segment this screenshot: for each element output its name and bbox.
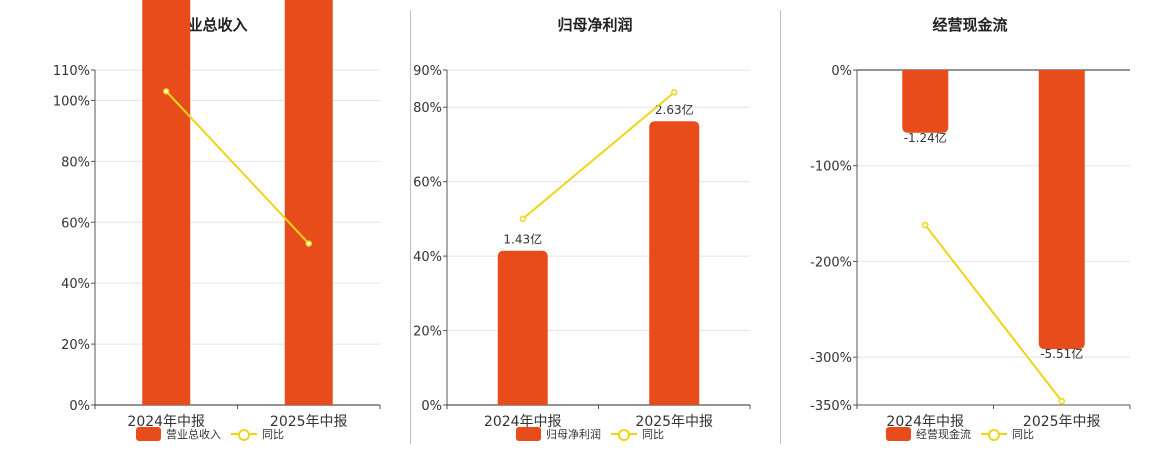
y-tick-label: 80% (61, 155, 90, 170)
legend-item-bar[interactable]: 营业总收入 (136, 426, 221, 442)
chart-revenue: 0%20%40%60%80%100%110%2024年中报2025年中报15.6… (53, 0, 381, 430)
y-tick-label: -100% (810, 160, 852, 175)
y-tick-label: 110% (53, 64, 90, 79)
yoy-point (305, 240, 312, 247)
y-tick-label: -300% (810, 351, 852, 366)
x-tick-label: 2025年中报 (1023, 414, 1101, 430)
legend-item-line[interactable]: 同比 (611, 426, 664, 442)
chart-panel-revenue: 营业总收入 0% 20% 40% 60% 80% 100% 110% 2024年中报 2025年… (0, 0, 410, 450)
y-tick-label: 60% (413, 176, 442, 191)
y-tick-label: 0% (831, 64, 852, 79)
panel-divider (410, 10, 411, 444)
legend-item-bar[interactable]: 经营现金流 (886, 426, 971, 442)
chart-net-profit: 0% 20% 40% 60% 80% 90% 2024年中报 2025年中报 1.43亿 2.63… (413, 64, 751, 430)
y-tick-label: -200% (810, 255, 852, 270)
legend-bar-swatch (516, 427, 541, 441)
legend-item-bar[interactable]: 归母净利润 (516, 426, 601, 442)
yoy-point (671, 89, 678, 96)
legend-line-swatch (981, 427, 1007, 441)
bar-data-label: 1.43亿 (503, 232, 542, 247)
yoy-line (165, 90, 310, 245)
bar (497, 250, 548, 405)
yoy-point (519, 215, 526, 223)
chart-panel-operating-cash-flow: 经营现金流 -350% -300% -200% -100% 0% 2024年中报 2025年… (780, 0, 1160, 450)
y-tick-label: -350% (810, 399, 852, 414)
bar-data-label: -1.24亿 (904, 130, 947, 145)
legend-bar-label: 归母净利润 (546, 428, 601, 441)
chart-operating-cash-flow: -350% -300% -200% -100% 0% 2024年中报 2025年中报 -1.2… (810, 64, 1131, 430)
bar-data-label: 2.63亿 (655, 102, 694, 117)
bar-data-label: -5.51亿 (1040, 346, 1083, 361)
legend-line-label: 同比 (262, 428, 284, 441)
legend-line-label: 同比 (1012, 428, 1034, 441)
legend-item-line[interactable]: 同比 (981, 426, 1034, 442)
legend: 营业总收入 同比 (5, 426, 415, 442)
bar (902, 70, 949, 133)
legend-bar-label: 经营现金流 (916, 428, 971, 441)
y-tick-label: 20% (413, 325, 442, 340)
chart-title: 归母净利润 (557, 16, 633, 34)
y-tick-label: 80% (413, 101, 442, 116)
chart-title: 经营现金流 (932, 16, 1008, 34)
legend-bar-swatch (886, 427, 911, 441)
bar (1038, 70, 1085, 350)
y-tick-label: 60% (61, 216, 90, 231)
bar (284, 0, 333, 405)
legend-bar-swatch (136, 427, 161, 441)
y-tick-label: 40% (61, 277, 90, 292)
legend-line-swatch (611, 427, 637, 441)
y-tick-label: 0% (69, 399, 90, 414)
y-tick-label: 100% (53, 94, 90, 109)
bar (142, 0, 191, 405)
x-tick-label: 2024年中报 (484, 414, 562, 430)
y-tick-label: 20% (61, 338, 90, 353)
yoy-point (163, 88, 170, 95)
yoy-point (1058, 397, 1065, 405)
legend-item-line[interactable]: 同比 (231, 426, 284, 442)
y-tick-label: 90% (413, 64, 442, 79)
yoy-line (522, 91, 675, 220)
x-tick-label: 2024年中报 (886, 414, 964, 430)
x-tick-label: 2024年中报 (127, 414, 205, 430)
x-tick-label: 2025年中报 (635, 414, 713, 430)
y-tick-label: 0% (421, 399, 442, 414)
legend-line-label: 同比 (642, 428, 664, 441)
legend: 经营现金流 同比 (770, 426, 1150, 442)
yoy-point (922, 221, 929, 229)
chart-panel-net-profit: 归母净利润 0% 20% 40% 60% 80% 90% 2024年中报 2025年中报 1.4… (410, 0, 780, 450)
yoy-line (924, 224, 1063, 402)
legend-bar-label: 营业总收入 (166, 428, 221, 441)
y-tick-label: 40% (413, 250, 442, 265)
x-tick-label: 2025年中报 (270, 414, 348, 430)
legend: 归母净利润 同比 (405, 426, 775, 442)
bar (649, 121, 700, 405)
legend-line-swatch (231, 427, 257, 441)
panel-divider (780, 10, 781, 444)
chart-title: 营业总收入 (172, 16, 248, 34)
